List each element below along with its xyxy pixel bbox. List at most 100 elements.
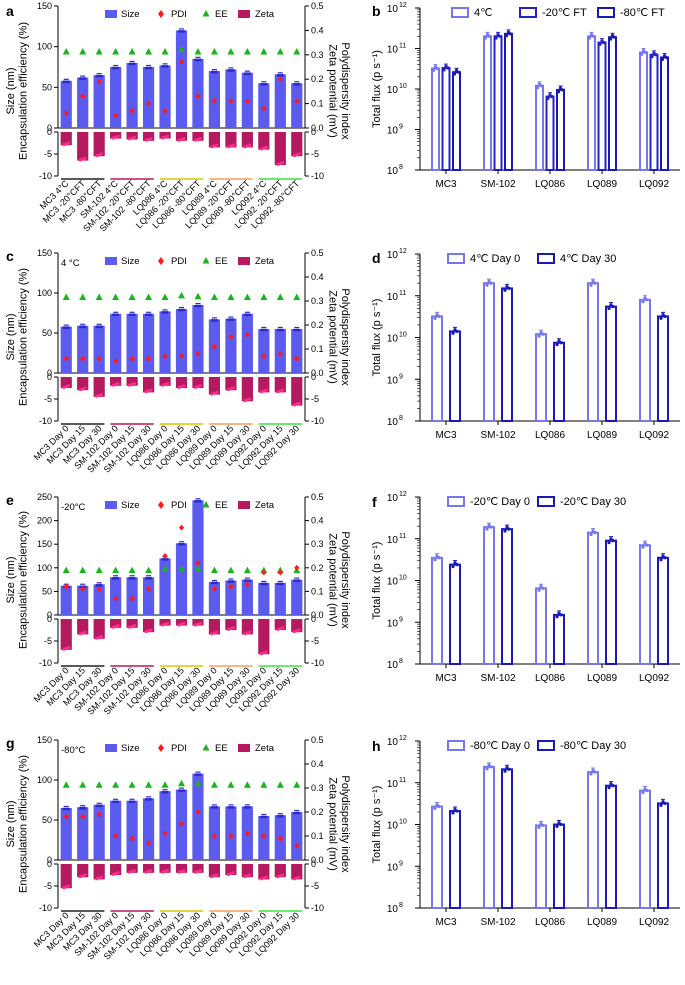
pdi-marker-a bbox=[277, 76, 283, 83]
size-point-c bbox=[198, 304, 202, 308]
flux-point-h bbox=[503, 769, 507, 773]
y-tick-label-d: 10 bbox=[387, 292, 399, 303]
flux-bar-b bbox=[493, 35, 503, 171]
zeta-point-e bbox=[213, 631, 216, 635]
size-point-e bbox=[161, 557, 165, 561]
flux-bar-b bbox=[545, 95, 555, 171]
flux-point-b bbox=[444, 64, 448, 68]
size-point-e bbox=[114, 576, 118, 580]
zeta-point-c bbox=[194, 386, 197, 389]
size-point-c bbox=[149, 313, 153, 317]
legend-ee-label-a: EE bbox=[215, 9, 228, 20]
right-tick-label-g: 0.5 bbox=[311, 735, 324, 745]
zeta-point-e bbox=[149, 628, 153, 632]
panel-letter-a: a bbox=[6, 3, 14, 19]
size-bar-e bbox=[225, 580, 237, 615]
zeta-point-a bbox=[166, 135, 169, 138]
zeta-point-e bbox=[262, 651, 266, 655]
y-tick-exponent-h: 12 bbox=[399, 735, 407, 742]
ee-marker-g bbox=[112, 781, 120, 788]
pdi-marker-a bbox=[178, 59, 185, 66]
size-point-c bbox=[177, 308, 181, 312]
size-bar-a bbox=[142, 67, 155, 128]
size-point-e bbox=[293, 579, 296, 582]
flux-bar-h bbox=[587, 771, 599, 909]
legend-zeta-label-g: Zeta bbox=[255, 743, 275, 754]
flux-bar-b bbox=[660, 56, 669, 172]
size-point-a bbox=[198, 58, 202, 62]
zeta-point-e bbox=[128, 625, 132, 629]
zeta-left-tick-label-e: 0 bbox=[47, 614, 52, 624]
zeta-point-g bbox=[130, 870, 134, 873]
flux-bar-b bbox=[504, 32, 513, 171]
zeta-left-tick-label-g: 0 bbox=[47, 859, 52, 869]
zeta-point-g bbox=[295, 876, 299, 880]
ee-marker-g bbox=[178, 779, 185, 787]
size-bar-c bbox=[77, 325, 89, 373]
flux-bar-d bbox=[587, 282, 599, 423]
zeta-point-c bbox=[144, 390, 148, 394]
flux-point-h bbox=[537, 825, 541, 829]
zeta-point-g bbox=[243, 875, 247, 878]
ee-marker-a bbox=[227, 48, 235, 55]
zeta-bar-g bbox=[192, 864, 204, 873]
zeta-bar-c bbox=[274, 377, 286, 393]
x-category-label-b: SM-102 bbox=[480, 179, 515, 190]
size-point-c bbox=[262, 328, 266, 332]
flux-bar-b bbox=[452, 71, 461, 171]
flux-point-h bbox=[659, 803, 663, 807]
flux-bar-h bbox=[605, 784, 617, 910]
zeta-point-g bbox=[64, 885, 68, 889]
left-tick-label-g: 50 bbox=[42, 815, 52, 825]
zeta-bar-c bbox=[291, 377, 303, 406]
right-tick-label-a: 0.0 bbox=[311, 123, 324, 133]
ee-marker-g bbox=[194, 779, 202, 787]
zeta-point-c bbox=[281, 388, 285, 392]
size-point-g bbox=[248, 806, 251, 809]
x-category-label-d: LQ092 bbox=[639, 430, 669, 441]
size-bar-g bbox=[60, 808, 72, 860]
zeta-point-e bbox=[260, 652, 263, 655]
pdi-marker-c bbox=[145, 355, 152, 362]
size-point-g bbox=[231, 806, 235, 809]
ee-marker-c bbox=[178, 291, 185, 299]
size-point-g bbox=[149, 798, 153, 801]
left-axis-title-line-c: Encapsulation efficiency (%) bbox=[18, 268, 30, 406]
pdi-marker-g bbox=[80, 813, 86, 820]
size-point-g bbox=[132, 800, 136, 804]
zeta-bar-c bbox=[225, 377, 237, 391]
ee-marker-g bbox=[79, 781, 87, 788]
size-point-g bbox=[227, 806, 231, 809]
size-point-g bbox=[81, 806, 85, 810]
zeta-bar-c bbox=[159, 377, 171, 386]
flux-point-b bbox=[442, 68, 446, 72]
flux-bar-d bbox=[431, 315, 443, 422]
zeta-point-e bbox=[78, 632, 82, 636]
size-point-g bbox=[163, 790, 167, 794]
right-axis-title-line-a: Zeta potential (mV) bbox=[326, 44, 338, 138]
legend-label-f: -20℃ Day 0 bbox=[470, 496, 530, 508]
panel-letter-f: f bbox=[372, 494, 377, 510]
y-tick-label-h: 10 bbox=[387, 737, 399, 748]
size-point-c bbox=[227, 318, 231, 321]
zeta-point-e bbox=[95, 636, 99, 640]
zeta-point-c bbox=[114, 383, 118, 386]
ee-marker-a bbox=[276, 48, 284, 55]
ee-marker-g bbox=[128, 781, 136, 788]
legend-pdi-marker-e bbox=[158, 501, 164, 509]
size-point-e bbox=[97, 583, 101, 587]
zeta-point-c bbox=[243, 399, 247, 402]
right-tick-label-a: 0.3 bbox=[311, 50, 324, 60]
flux-point-f bbox=[643, 541, 647, 546]
size-point-g bbox=[276, 814, 280, 818]
size-point-g bbox=[79, 806, 82, 810]
right-tick-label-c: 0.0 bbox=[311, 368, 324, 378]
ee-marker-c bbox=[161, 293, 169, 300]
zeta-point-e bbox=[281, 626, 285, 630]
size-bar-c bbox=[142, 313, 155, 373]
zeta-point-a bbox=[81, 157, 85, 161]
y-tick-exponent-d: 12 bbox=[399, 248, 407, 255]
zeta-point-c bbox=[67, 384, 71, 388]
flux-point-b bbox=[535, 86, 540, 90]
